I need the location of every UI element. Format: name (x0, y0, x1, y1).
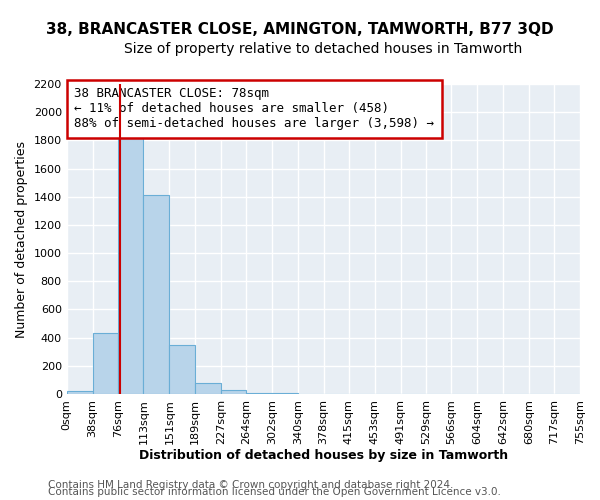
X-axis label: Distribution of detached houses by size in Tamworth: Distribution of detached houses by size … (139, 450, 508, 462)
Text: 38 BRANCASTER CLOSE: 78sqm
← 11% of detached houses are smaller (458)
88% of sem: 38 BRANCASTER CLOSE: 78sqm ← 11% of deta… (74, 87, 434, 130)
Text: Contains public sector information licensed under the Open Government Licence v3: Contains public sector information licen… (48, 487, 501, 497)
Bar (92, 334, 118, 394)
Bar (195, 382, 221, 394)
Text: Contains HM Land Registry data © Crown copyright and database right 2024.: Contains HM Land Registry data © Crown c… (48, 480, 454, 490)
Text: 38, BRANCASTER CLOSE, AMINGTON, TAMWORTH, B77 3QD: 38, BRANCASTER CLOSE, AMINGTON, TAMWORTH… (46, 22, 554, 38)
Bar (246, 392, 272, 394)
Bar (118, 138, 143, 394)
Y-axis label: Number of detached properties: Number of detached properties (15, 140, 28, 338)
Title: Size of property relative to detached houses in Tamworth: Size of property relative to detached ho… (124, 42, 523, 56)
Bar (169, 344, 195, 394)
Bar (67, 391, 92, 394)
Bar (221, 390, 246, 394)
Bar (143, 196, 169, 394)
